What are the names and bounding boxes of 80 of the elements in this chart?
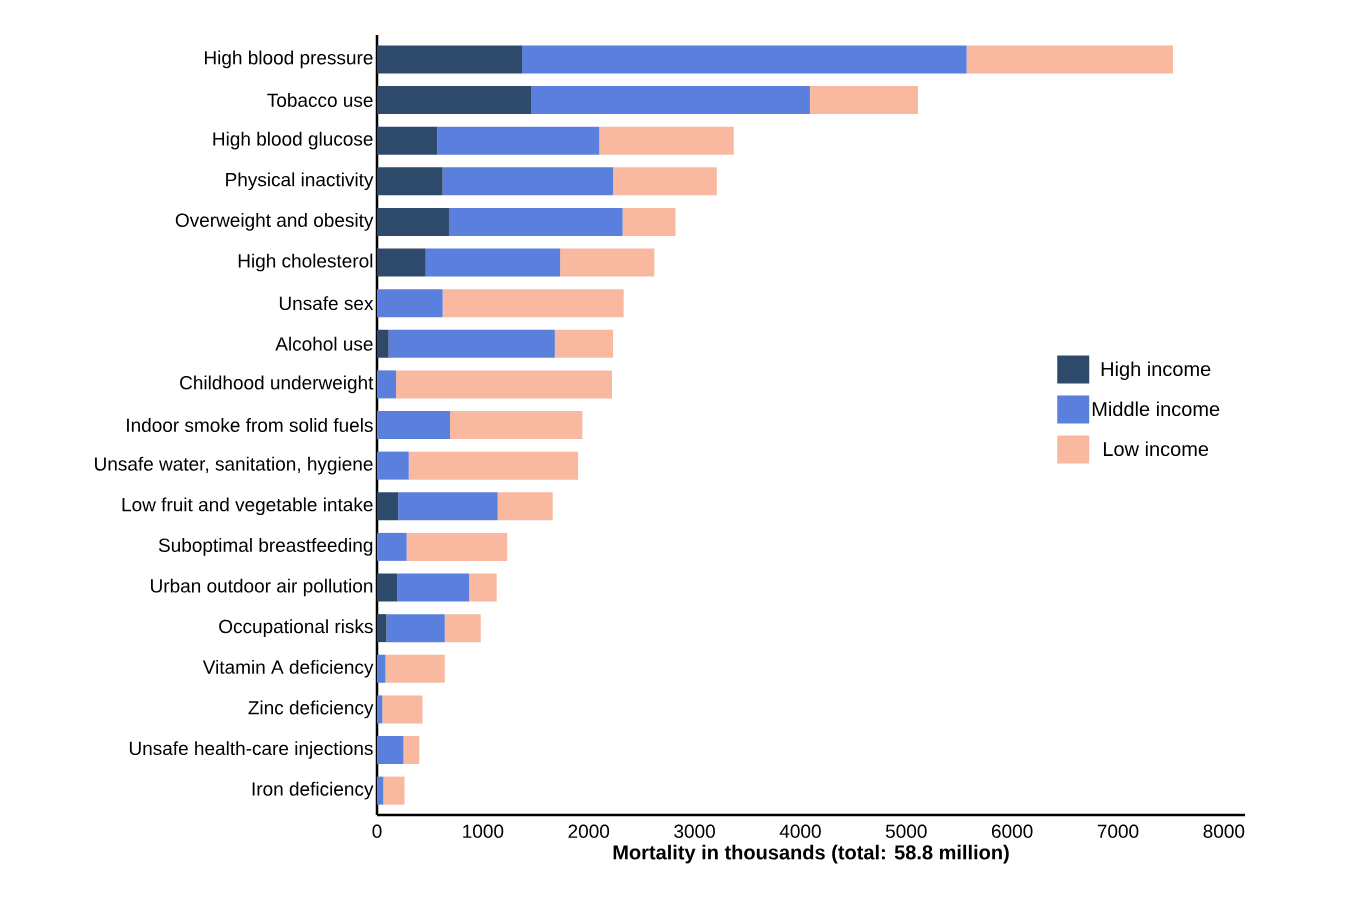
legend-label: Middle income <box>1092 401 1220 417</box>
bar <box>469 573 497 602</box>
x-tick-label: 6000 <box>991 824 1033 838</box>
y-tick-label: High cholesterol <box>238 253 373 272</box>
y-tick-label: Low fruit and vegetable intake <box>122 497 373 516</box>
bar <box>442 289 624 318</box>
y-tick-label: Occupational risks <box>219 619 373 637</box>
bar <box>377 370 397 399</box>
bar <box>531 86 810 114</box>
bar <box>560 248 655 277</box>
x-tick-label: 4000 <box>779 824 821 838</box>
x-tick-label: 8000 <box>1203 824 1245 838</box>
bar <box>396 370 612 399</box>
y-tick-label: Unsafe sex <box>279 296 374 311</box>
bar <box>377 248 426 277</box>
bar <box>497 492 553 521</box>
bar <box>599 126 734 155</box>
bar <box>397 573 470 602</box>
bar <box>406 532 508 561</box>
bar <box>377 207 449 236</box>
bar <box>377 776 384 805</box>
y-tick-label: Alcohol use <box>275 336 373 351</box>
bar <box>377 289 443 318</box>
bar <box>408 451 579 480</box>
y-tick-label: Iron deficiency <box>252 781 374 800</box>
y-tick-label: Overweight and obesity <box>175 213 374 231</box>
bar <box>377 573 398 602</box>
bar <box>377 654 386 683</box>
y-tick-label: Tobacco use <box>267 93 373 107</box>
bar <box>966 45 1174 74</box>
bar <box>622 207 676 236</box>
bar <box>377 614 387 643</box>
y-tick-label: Unsafe water, sanitation, hygiene <box>95 456 373 475</box>
bar <box>382 695 423 724</box>
bar <box>398 492 498 521</box>
y-tick-label: High blood pressure <box>205 50 373 69</box>
x-tick-label: 7000 <box>1097 824 1139 838</box>
x-tick-label: 2000 <box>568 824 610 838</box>
x-tick-label: 5000 <box>885 824 927 838</box>
bar <box>437 126 600 155</box>
bar <box>554 329 614 358</box>
bar <box>377 411 451 439</box>
bar <box>377 532 407 561</box>
bar <box>377 736 404 765</box>
bar <box>385 654 445 683</box>
y-tick-label: Indoor smoke from solid fuels <box>127 418 373 432</box>
bar <box>383 776 405 805</box>
bar <box>377 45 523 74</box>
bar <box>377 126 438 155</box>
bar <box>448 207 623 236</box>
bar <box>377 167 443 196</box>
bar <box>388 329 555 358</box>
bar <box>377 492 399 521</box>
bar <box>386 614 445 643</box>
bar <box>809 86 918 114</box>
x-tick-label: 1000 <box>463 824 504 838</box>
legend-label: High income <box>1101 361 1211 381</box>
bar <box>377 86 532 114</box>
bar <box>403 736 420 765</box>
bar <box>444 614 481 643</box>
y-tick-label: Suboptimal breastfeeding <box>158 538 373 556</box>
x-tick-label: 0 <box>372 824 382 838</box>
bar <box>613 167 717 196</box>
y-tick-label: Physical inactivity <box>226 172 374 191</box>
bar <box>450 411 583 439</box>
y-tick-label: Urban outdoor air pollution <box>151 578 373 597</box>
x-axis-title: Mortality in thousands (total: 58.8 million) <box>613 844 1009 864</box>
y-tick-label: Vitamin A deficiency <box>202 659 374 678</box>
x-tick-label: 3000 <box>674 824 715 838</box>
y-tick-label: Unsafe health-care injections <box>129 741 373 759</box>
bar <box>377 329 389 358</box>
y-tick-label: High blood glucose <box>213 131 373 150</box>
bar <box>425 248 561 277</box>
legend-label: Low income <box>1103 441 1209 457</box>
bar <box>442 167 614 196</box>
y-tick-label: Zinc deficiency <box>248 700 374 719</box>
y-tick-label: Childhood underweight <box>180 375 374 394</box>
bar <box>377 451 409 480</box>
bar <box>377 695 383 724</box>
bar <box>522 45 967 74</box>
